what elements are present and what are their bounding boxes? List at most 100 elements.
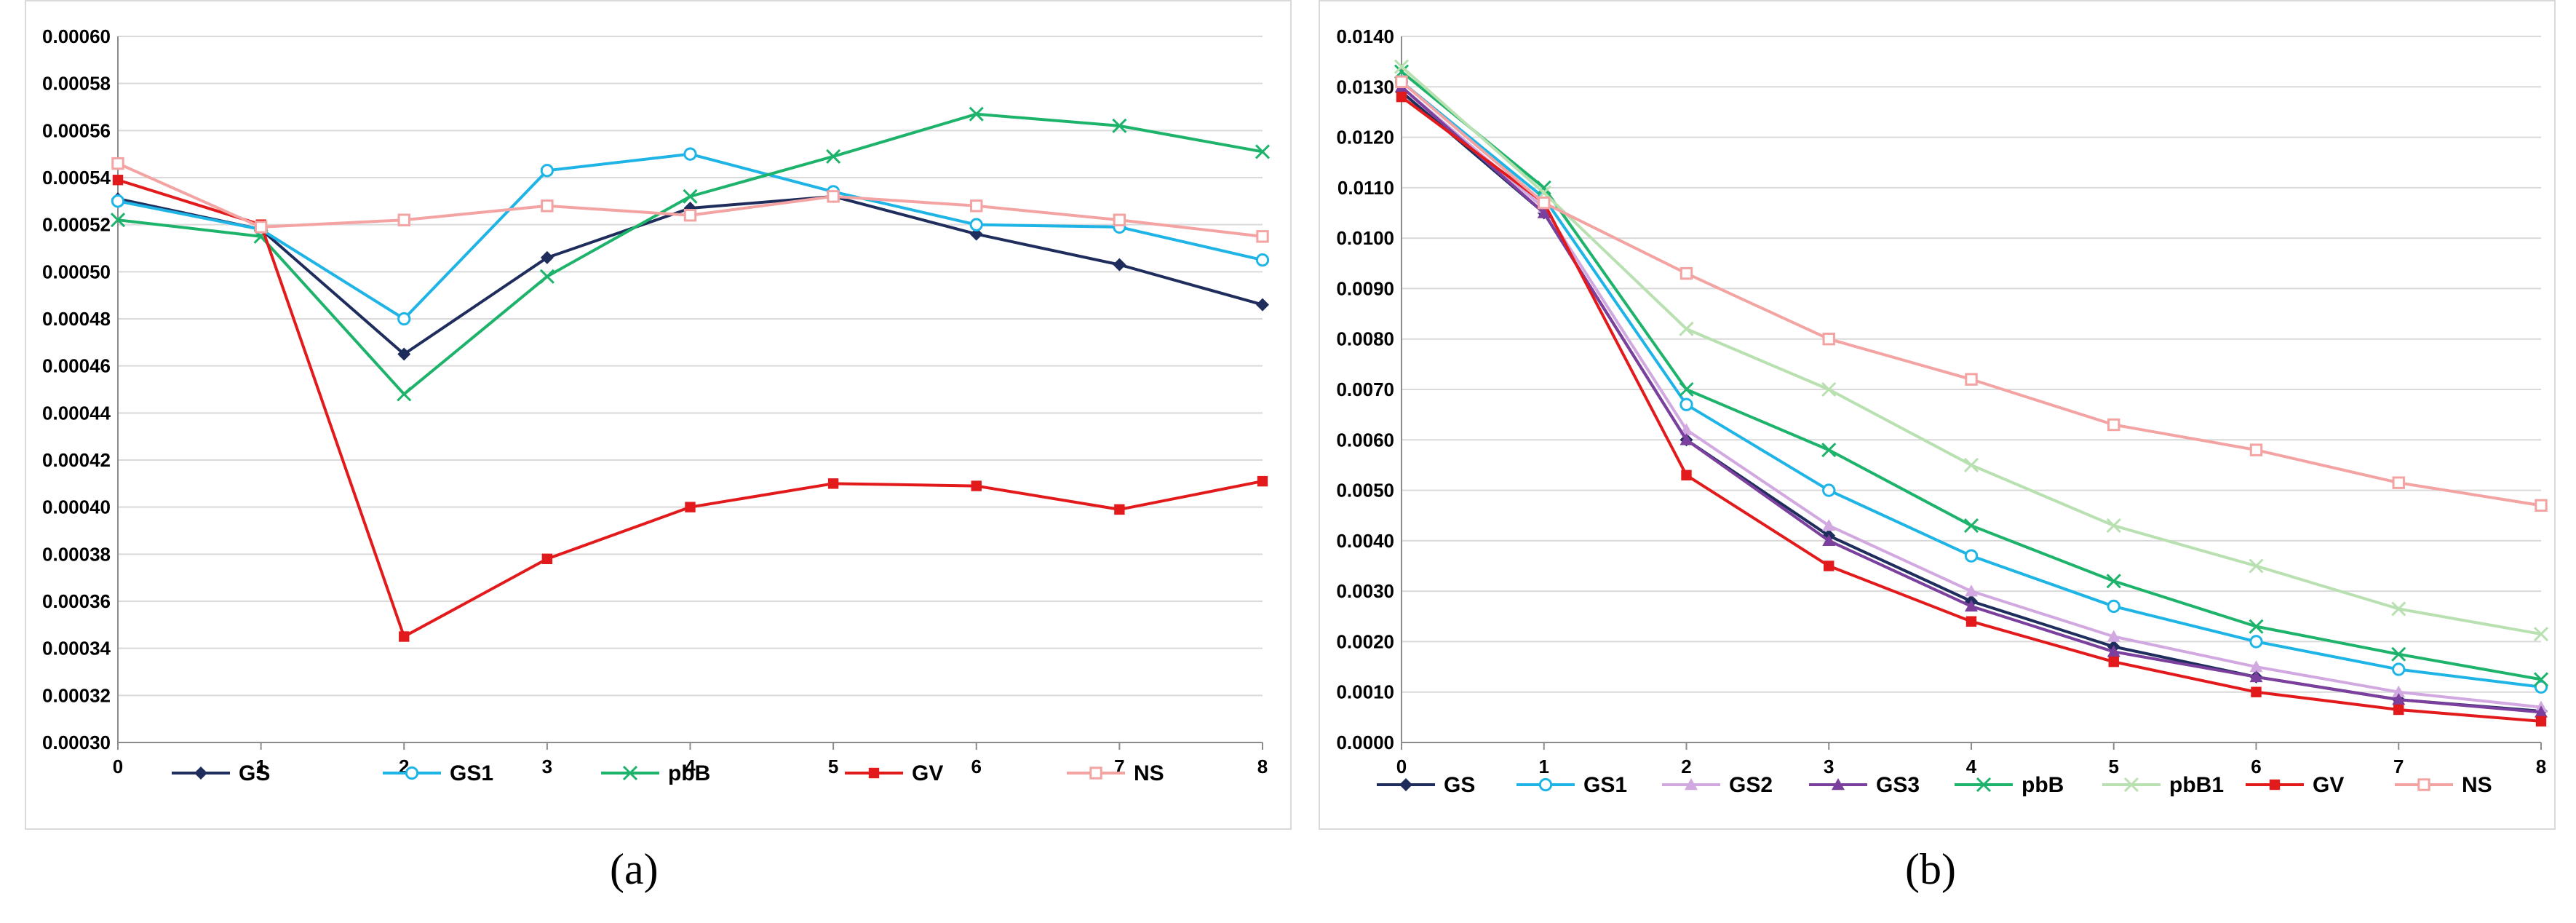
legend-marker-gs3 xyxy=(1832,778,1845,791)
legend-item-ns: NS xyxy=(2395,773,2492,797)
data-point-gv xyxy=(541,553,553,564)
data-point-gs3 xyxy=(2535,705,2548,718)
data-point-gv xyxy=(685,502,696,512)
legend-marker-ns xyxy=(2417,778,2430,791)
data-point-gs1 xyxy=(1964,549,1979,563)
y-axis: 0.00030 0.00032 0.00034 0.00036 0.00038 0.000… xyxy=(42,25,111,753)
data-point-pbb1 xyxy=(1821,381,1837,397)
data-point-gs xyxy=(1256,298,1269,312)
legend-label-pbb1: pbB1 xyxy=(2169,773,2224,797)
legend-label-gv: GV xyxy=(912,761,943,785)
legend-marker-pbb xyxy=(1976,777,1992,793)
data-point-ns xyxy=(2107,418,2120,432)
data-point-pbb xyxy=(1963,518,1979,534)
legend-marker-gv xyxy=(868,767,880,779)
y-tick-label: 0.0090 xyxy=(1336,277,1394,299)
series-line-pbb1 xyxy=(1400,66,2542,636)
legend-item-gs2: GS2 xyxy=(1662,773,1773,797)
data-point-ns xyxy=(1395,75,1408,89)
data-point-ns xyxy=(1822,333,1835,346)
data-point-gv xyxy=(2251,686,2262,697)
data-point-pbb1 xyxy=(2106,518,2121,534)
legend-marker-pbb1 xyxy=(2123,777,2139,793)
legend-item-pbb: pbB xyxy=(601,761,710,785)
data-point-gs2 xyxy=(2249,660,2263,673)
legend-label-gs2: GS2 xyxy=(1729,773,1773,797)
x-tick-label: 0 xyxy=(113,756,123,777)
y-tick-label: 0.00036 xyxy=(42,590,111,612)
caption-b: (b) xyxy=(1905,845,1956,893)
data-point-ns xyxy=(397,213,410,226)
series-pbb xyxy=(1394,64,2549,687)
data-point-ns xyxy=(1965,373,1978,386)
series-gs3 xyxy=(1395,80,2548,718)
caption-a: (a) xyxy=(610,845,659,893)
data-point-gs xyxy=(397,347,411,361)
x-tick-label: 3 xyxy=(542,756,552,777)
data-point-pbb xyxy=(1536,180,1551,195)
data-point-pbb xyxy=(2249,619,2264,634)
y-axis: 0.0000 0.0010 0.0020 0.0030 0.0040 0.0050 0.00… xyxy=(1336,25,1394,753)
y-tick-label: 0.0040 xyxy=(1336,530,1394,552)
y-tick-label: 0.0100 xyxy=(1336,227,1394,249)
legend-item-ns: NS xyxy=(1067,761,1164,785)
x-tick-label: 4 xyxy=(1966,756,1977,777)
data-point-gv xyxy=(1824,560,1834,571)
series-gv xyxy=(1396,91,2547,727)
data-point-pbb1 xyxy=(1679,321,1694,336)
legend-label-gs3: GS3 xyxy=(1876,773,1920,797)
series-line-gs2 xyxy=(1400,85,2542,709)
data-point-ns xyxy=(970,199,983,213)
data-point-gs1 xyxy=(2249,635,2263,649)
legend-marker-gs xyxy=(194,766,207,780)
data-point-gs3 xyxy=(1965,599,1978,612)
legend-item-gs: GS xyxy=(172,761,270,785)
series-ns xyxy=(111,157,1269,243)
data-point-gs2 xyxy=(1965,585,1978,597)
y-tick-label: 0.00048 xyxy=(42,308,111,330)
y-tick-label: 0.00060 xyxy=(42,25,111,47)
y-tick-label: 0.00046 xyxy=(42,355,111,377)
data-point-gs xyxy=(1113,258,1126,272)
y-tick-label: 0.0070 xyxy=(1336,379,1394,400)
data-point-gv xyxy=(399,631,410,642)
data-point-ns xyxy=(541,199,554,213)
data-point-gs2 xyxy=(2392,685,2406,697)
y-tick-label: 0.00052 xyxy=(42,214,111,236)
data-point-pbb1 xyxy=(1394,59,1410,74)
y-tick-label: 0.0130 xyxy=(1336,76,1394,98)
series-line-ns xyxy=(1400,80,2542,507)
x-tick-label: 1 xyxy=(255,756,266,777)
line-chart-a: 0.00030 0.00032 0.00034 0.00036 0.00038 0.000… xyxy=(42,25,1271,785)
y-tick-label: 0.0020 xyxy=(1336,630,1394,652)
data-point-pbb xyxy=(2391,646,2406,662)
legend-marker-pbb xyxy=(622,765,638,781)
data-point-gs3 xyxy=(2107,645,2120,657)
data-point-gs1 xyxy=(683,147,697,161)
x-tick-label: 1 xyxy=(1539,756,1549,777)
data-point-pbb xyxy=(2106,574,2121,589)
data-point-gs xyxy=(969,227,983,241)
series-line-gs1 xyxy=(117,152,1263,320)
data-point-gs1 xyxy=(397,312,411,326)
data-point-gs3 xyxy=(1679,433,1693,445)
legend-item-gs: GS xyxy=(1377,773,1475,797)
y-tick-label: 0.00054 xyxy=(42,167,111,189)
data-point-gv xyxy=(2393,704,2404,716)
y-tick-label: 0.00044 xyxy=(42,402,111,424)
data-point-ns xyxy=(1679,266,1693,280)
data-point-gs1 xyxy=(540,164,554,178)
data-point-ns xyxy=(1256,230,1269,243)
y-tick-label: 0.0110 xyxy=(1337,177,1394,199)
legend-item-gv: GV xyxy=(845,761,943,785)
data-point-gs1 xyxy=(969,218,983,231)
data-point-ns xyxy=(683,209,697,222)
y-tick-label: 0.0000 xyxy=(1336,732,1394,753)
data-point-gv xyxy=(1257,475,1268,487)
data-point-pbb1 xyxy=(2249,558,2264,574)
legend-item-pbb: pbB xyxy=(1955,773,2064,797)
chart-panel-a: 0.00030 0.00032 0.00034 0.00036 0.00038 0.000… xyxy=(25,0,1292,830)
legend-item-gs3: GS3 xyxy=(1809,773,1920,797)
data-point-ns xyxy=(254,221,268,234)
data-point-pbb xyxy=(2533,672,2549,687)
